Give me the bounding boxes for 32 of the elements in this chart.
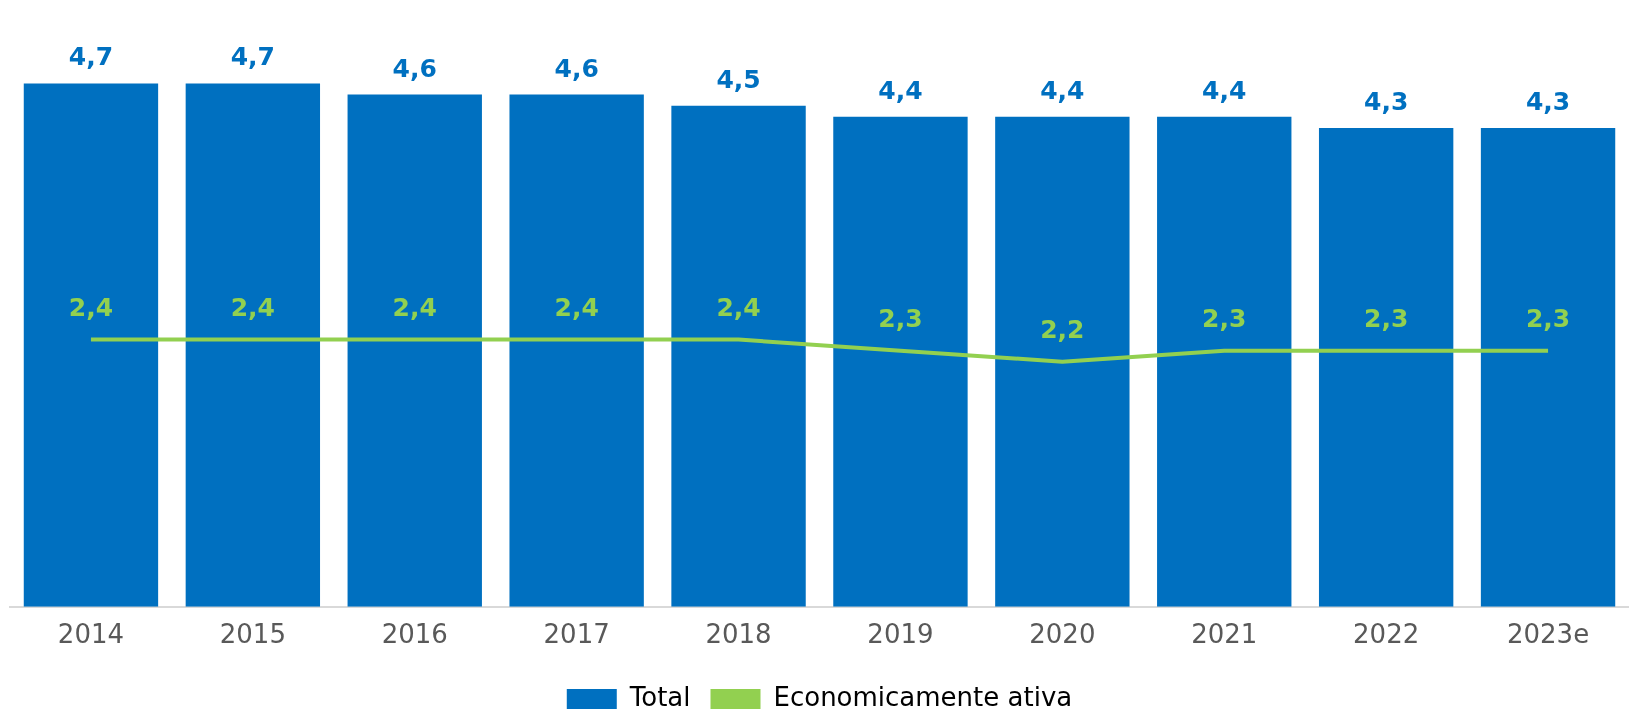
data-label: 4,5 <box>716 64 761 94</box>
x-tick-label: 2014 <box>57 619 125 650</box>
data-label: 2,3 <box>1202 303 1247 333</box>
x-tick-label: 2017 <box>543 619 610 650</box>
data-label: 4,7 <box>68 42 114 72</box>
x-tick-label: 2020 <box>1029 619 1096 650</box>
data-label: 2,3 <box>1525 303 1571 333</box>
data-label: 4,3 <box>1525 86 1571 116</box>
data-label: 2,4 <box>392 292 437 322</box>
data-label: 2,4 <box>716 292 761 322</box>
data-label: 2,4 <box>554 292 599 322</box>
data-label: 4,3 <box>1364 86 1409 116</box>
legend-label: Total <box>628 681 691 712</box>
data-label: 2,3 <box>878 303 923 333</box>
data-label: 4,4 <box>878 75 923 105</box>
x-tick-label: 2016 <box>381 619 448 650</box>
x-tick-label: 2019 <box>867 619 934 650</box>
data-label: 4,4 <box>1202 75 1247 105</box>
data-label: 2,2 <box>1040 314 1085 344</box>
x-tick-label: 2015 <box>219 619 286 650</box>
data-label: 4,6 <box>392 53 437 83</box>
data-label: 2,4 <box>230 292 275 322</box>
data-label: 4,6 <box>554 53 599 83</box>
x-tick-label: 2022 <box>1353 619 1420 650</box>
legend-label: Economicamente ativa <box>773 681 1073 712</box>
x-tick-label: 2023e <box>1506 619 1590 650</box>
data-label: 4,4 <box>1040 75 1085 105</box>
data-label: 2,4 <box>68 292 114 322</box>
data-label: 4,7 <box>230 42 275 72</box>
x-tick-label: 2021 <box>1191 619 1258 650</box>
data-label: 2,3 <box>1364 303 1409 333</box>
x-tick-label: 2018 <box>705 619 772 650</box>
